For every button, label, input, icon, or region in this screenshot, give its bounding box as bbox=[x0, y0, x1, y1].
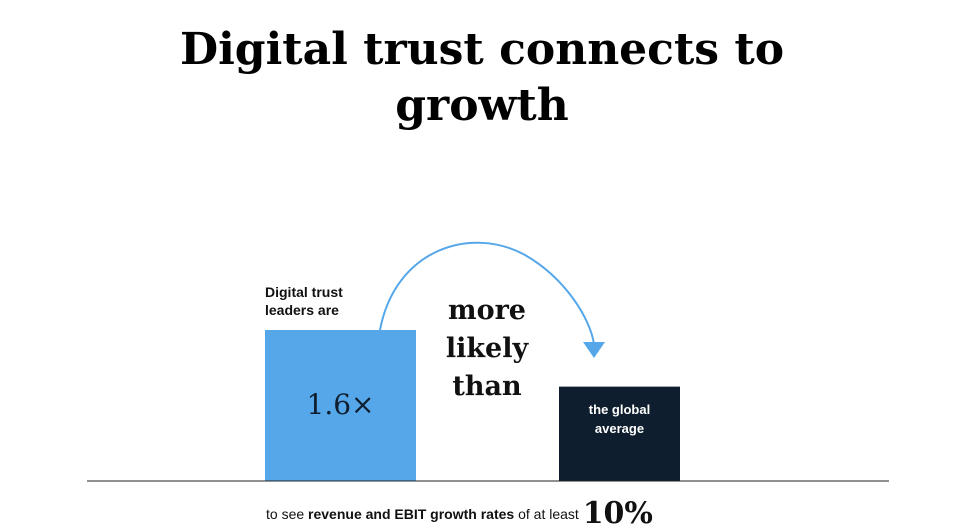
chart-title-line-2: growth bbox=[395, 80, 569, 131]
chart-title: Digital trust connects to growth bbox=[0, 22, 964, 134]
leaders-label-line-1: Digital trust bbox=[265, 284, 343, 300]
footnote-prefix: to see bbox=[266, 506, 309, 522]
footnote-bold: revenue and EBIT growth rates bbox=[308, 506, 515, 522]
bar-global-average bbox=[559, 386, 680, 481]
comparison-line-1: more bbox=[448, 295, 526, 326]
comparison-line-3: than bbox=[452, 371, 522, 402]
footnote-highlight: 10% bbox=[582, 496, 653, 531]
average-label-line-2: average bbox=[594, 421, 645, 436]
footnote: to see revenue and EBIT growth rates of … bbox=[266, 496, 653, 531]
leaders-label-line-2: leaders are bbox=[265, 302, 339, 318]
footnote-middle: of at least bbox=[514, 506, 583, 522]
multiplier-value: 1.6× bbox=[306, 388, 375, 421]
comparison-arrow bbox=[379, 241, 595, 345]
comparison-text: more likely than bbox=[420, 292, 554, 406]
bar-digital-trust-leaders bbox=[265, 330, 416, 481]
average-label: the global average bbox=[559, 400, 680, 438]
comparison-line-2: likely bbox=[445, 333, 529, 364]
comparison-arrow-head bbox=[583, 342, 605, 358]
leaders-label: Digital trust leaders are bbox=[265, 283, 343, 319]
chart-title-line-1: Digital trust connects to bbox=[179, 24, 785, 75]
average-label-line-1: the global bbox=[588, 402, 651, 417]
